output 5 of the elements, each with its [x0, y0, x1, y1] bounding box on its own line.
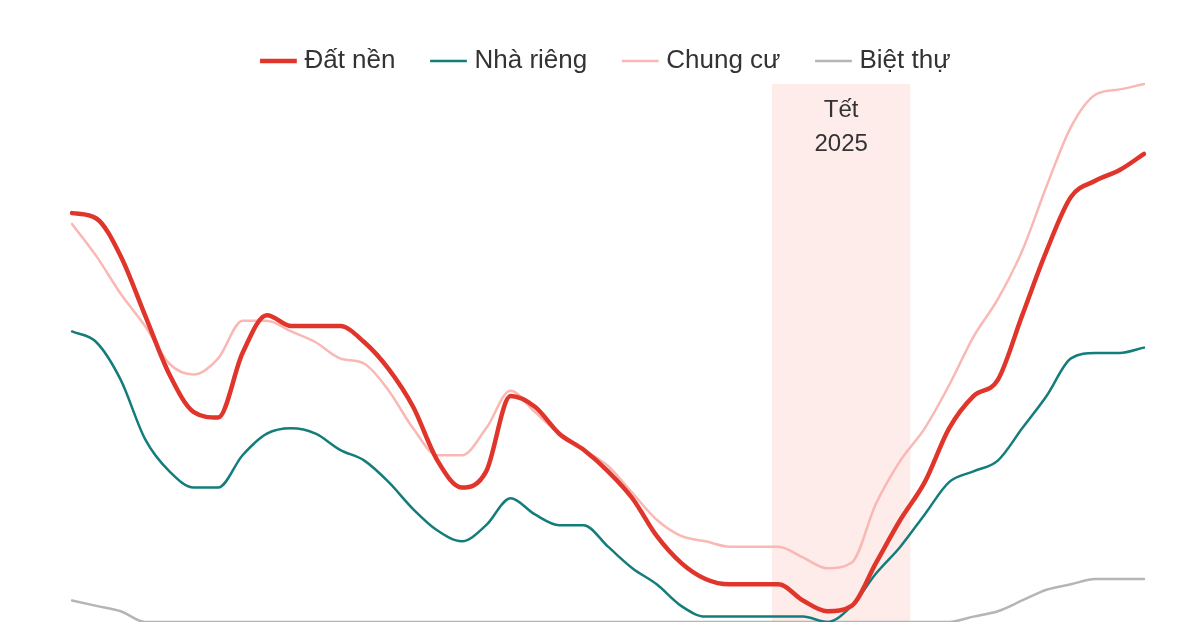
legend-label: Biệt thự: [859, 44, 951, 75]
legend-label: Đất nền: [304, 44, 396, 75]
annotation: Tết 2025: [814, 94, 868, 156]
legend-label: Nhà riêng: [474, 44, 588, 75]
legend-label: Chung cư: [666, 44, 781, 75]
